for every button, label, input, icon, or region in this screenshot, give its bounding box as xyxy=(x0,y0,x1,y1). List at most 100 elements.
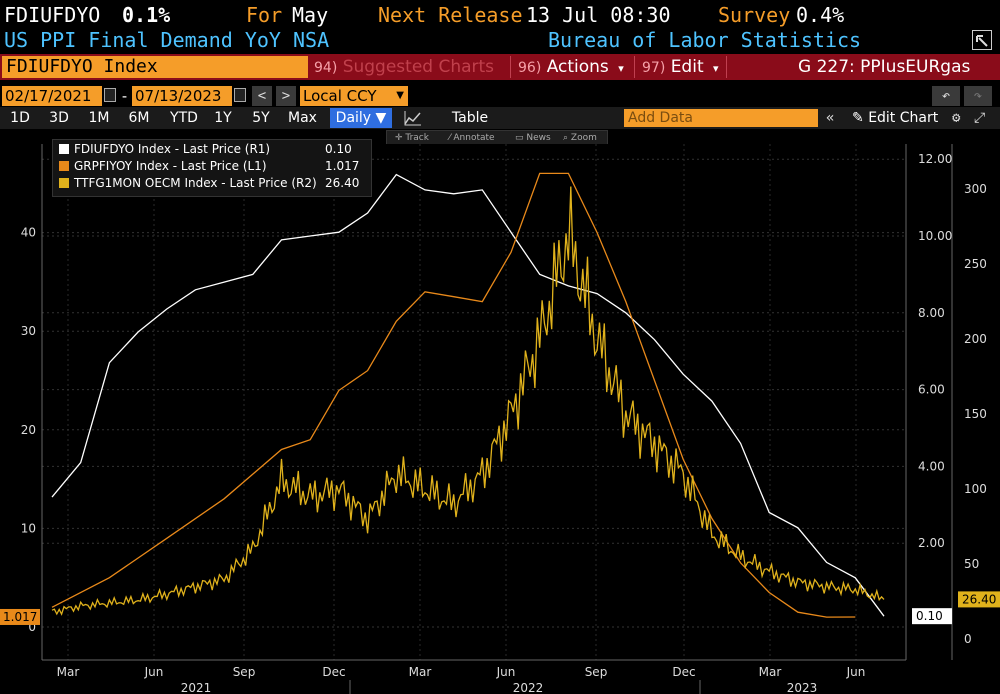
x-tick: Jun xyxy=(144,665,164,679)
y-right1-tick: 4.00 xyxy=(918,459,945,473)
x-tick: Dec xyxy=(322,665,345,679)
last-tag-left-text: 1.017 xyxy=(3,610,37,624)
line-chart-icon[interactable] xyxy=(404,110,422,130)
last-tag-left xyxy=(0,608,40,625)
y-left-tick: 20 xyxy=(21,423,36,437)
chart-tools: ✛ Track ⁄ Annotate ▭ News ⌕ Zoom xyxy=(386,130,608,146)
calendar-icon[interactable] xyxy=(104,88,116,102)
legend-label: TTFG1MON OECM Index - Last Price (R2) xyxy=(74,176,317,190)
annotate-tool[interactable]: ⁄ Annotate xyxy=(449,133,495,143)
period-button-5y[interactable]: 5Y xyxy=(252,110,270,126)
expand-icon[interactable]: ⤢ xyxy=(974,110,986,126)
undo-icon[interactable]: ↶ xyxy=(932,86,960,106)
survey-label: Survey xyxy=(718,3,791,27)
legend-value: 1.017 xyxy=(325,159,360,173)
security-description: US PPI Final Demand YoY NSA xyxy=(4,28,330,52)
last-value: 0.1% xyxy=(122,3,171,27)
popout-icon[interactable] xyxy=(972,30,992,50)
y-right2-tick: 100 xyxy=(964,482,987,496)
ticker-name: FDIUFDYO xyxy=(4,3,101,27)
series-line-3[interactable] xyxy=(51,186,885,616)
news-label: News xyxy=(526,133,551,143)
period-button-1y[interactable]: 1Y xyxy=(214,110,232,126)
x-year-label: 2021 xyxy=(181,681,212,694)
x-year-label: 2022 xyxy=(513,681,544,694)
legend-row-ttfg1mon[interactable]: TTFG1MON OECM Index - Last Price (R2) xyxy=(59,176,317,191)
legend-swatch xyxy=(59,161,69,171)
chevron-down-icon: ▾ xyxy=(713,62,719,75)
legend-row-fdiufdyo[interactable]: FDIUFDYO Index - Last Price (R1) xyxy=(59,142,270,157)
suggested-charts-menu: 94) Suggested Charts xyxy=(314,56,494,78)
security-field[interactable]: FDIUFDYO Index xyxy=(2,56,308,78)
period-button-3d[interactable]: 3D xyxy=(49,110,69,126)
news-tool[interactable]: ▭ News xyxy=(515,133,551,143)
plot-area xyxy=(42,144,906,660)
y-right1-tick: 12.00 xyxy=(918,152,952,166)
y-left-tick: 30 xyxy=(21,324,36,338)
period-button-max[interactable]: Max xyxy=(288,110,317,126)
header-row-2: US PPI Final Demand YoY NSA Bureau of La… xyxy=(0,28,1000,52)
currency-select[interactable]: Local CCY ▼ xyxy=(300,86,408,106)
prev-range-button[interactable]: < xyxy=(252,86,272,106)
x-tick: Mar xyxy=(759,665,782,679)
redo-icon[interactable]: ↷ xyxy=(964,86,992,106)
end-date-input[interactable]: 07/13/2023 xyxy=(132,86,232,106)
y-right1-tick: 2.00 xyxy=(918,536,945,550)
period-button-1d[interactable]: 1D xyxy=(10,110,30,126)
add-data-input[interactable]: Add Data xyxy=(624,109,818,127)
collapse-icon[interactable]: « xyxy=(826,110,835,126)
x-tick: Sep xyxy=(233,665,256,679)
for-label: For xyxy=(246,3,283,27)
start-date-input[interactable]: 02/17/2021 xyxy=(2,86,102,106)
legend-value: 26.40 xyxy=(325,176,360,190)
x-tick: Mar xyxy=(57,665,80,679)
track-label: Track xyxy=(405,133,429,143)
legend-value: 0.10 xyxy=(325,142,352,156)
actions-menu[interactable]: 96) Actions ▾ xyxy=(518,56,624,78)
edit-num: 97) xyxy=(642,60,666,76)
next-range-button[interactable]: > xyxy=(276,86,296,106)
calendar-icon[interactable] xyxy=(234,88,246,102)
edit-chart-label: Edit Chart xyxy=(868,110,939,126)
legend-row-grpfiyoy[interactable]: GRPFIYOY Index - Last Price (L1) xyxy=(59,159,267,174)
y-right1-tick: 8.00 xyxy=(918,306,945,320)
x-tick: Jun xyxy=(496,665,516,679)
y-right2-tick: 250 xyxy=(964,257,987,271)
period-button-6m[interactable]: 6M xyxy=(128,110,150,126)
edit-label: Edit xyxy=(670,57,704,77)
legend-swatch xyxy=(59,144,69,154)
y-right2-tick: 0 xyxy=(964,632,972,646)
frequency-select[interactable]: Daily ▼ xyxy=(330,108,392,128)
series-line-2[interactable] xyxy=(51,172,856,618)
next-release-label: Next Release xyxy=(378,3,523,27)
edit-menu[interactable]: 97) Edit ▾ xyxy=(642,56,719,78)
x-tick: Jun xyxy=(846,665,866,679)
x-year-label: 2023 xyxy=(787,681,818,694)
last-tag-r1 xyxy=(912,608,952,625)
period-button-1m[interactable]: 1M xyxy=(88,110,110,126)
x-tick: Sep xyxy=(585,665,608,679)
track-tool[interactable]: ✛ Track xyxy=(395,133,429,143)
series-line-1[interactable] xyxy=(51,173,885,617)
x-tick: Dec xyxy=(672,665,695,679)
actions-num: 96) xyxy=(518,60,542,76)
pencil-icon: ✎ xyxy=(852,110,864,126)
edit-chart-button[interactable]: ✎ Edit Chart xyxy=(852,108,938,128)
table-button[interactable]: Table xyxy=(451,110,489,126)
period-button-ytd[interactable]: YTD xyxy=(170,110,198,126)
zoom-tool[interactable]: ⌕ Zoom xyxy=(563,133,597,143)
y-right2-tick: 50 xyxy=(964,557,979,571)
last-tag-r2 xyxy=(958,591,1000,608)
header-row-1: FDIUFDYO 0.1% For May Next Release 13 Ju… xyxy=(0,2,1000,28)
for-value: May xyxy=(292,3,329,27)
date-dash: - xyxy=(120,87,130,105)
y-right1-tick: 6.00 xyxy=(918,383,945,397)
data-source: Bureau of Labor Statistics xyxy=(548,28,862,52)
chart-legend: FDIUFDYO Index - Last Price (R1) 0.10 GR… xyxy=(52,139,372,197)
settings-icon[interactable]: ⚙ xyxy=(952,110,961,126)
price-chart[interactable]: 0 10 20 30 40 2.00 4.00 6.00 8.00 10.00 12.00 0 50 10… xyxy=(0,130,1000,694)
chevron-down-icon: ▼ xyxy=(396,90,404,101)
y-right1-tick: 10.00 xyxy=(918,229,952,243)
y-right2-tick: 300 xyxy=(964,182,987,196)
frequency-value: Daily xyxy=(335,110,372,126)
